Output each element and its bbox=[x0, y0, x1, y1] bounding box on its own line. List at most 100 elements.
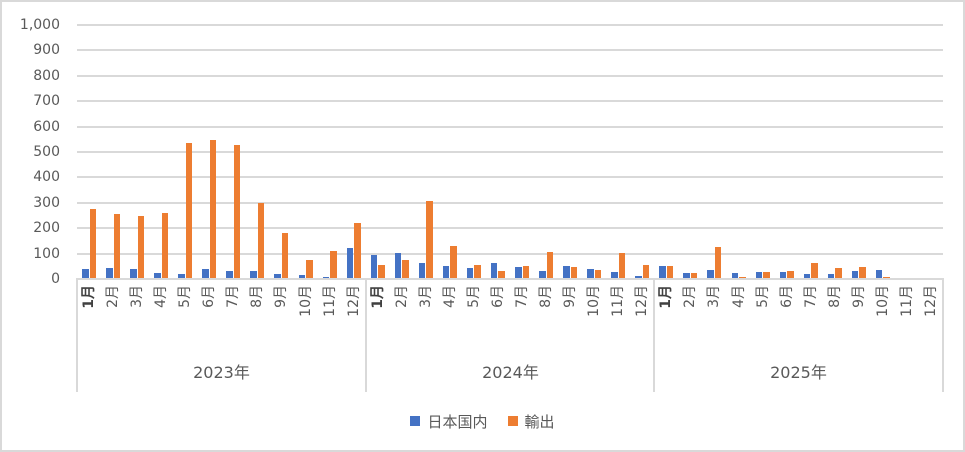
bar-export[interactable] bbox=[498, 270, 505, 279]
bar-export[interactable] bbox=[642, 264, 650, 279]
bar-export[interactable] bbox=[522, 266, 530, 279]
bar-export[interactable] bbox=[257, 202, 265, 279]
bar-export[interactable] bbox=[209, 139, 217, 279]
gridline bbox=[77, 24, 943, 26]
bar-export[interactable] bbox=[666, 265, 674, 279]
bar-domestic[interactable] bbox=[418, 262, 426, 279]
x-axis-month-label: 7月 bbox=[514, 285, 531, 308]
bar-export[interactable] bbox=[811, 262, 818, 279]
bar-export[interactable] bbox=[137, 215, 145, 279]
bar-export[interactable] bbox=[474, 264, 481, 279]
bar-export[interactable] bbox=[185, 143, 193, 279]
x-axis-month-label: 1月 bbox=[81, 285, 98, 309]
bar-domestic[interactable] bbox=[178, 274, 185, 279]
x-axis-month-label: 7月 bbox=[225, 285, 242, 308]
bar-export[interactable] bbox=[690, 273, 698, 279]
x-axis-month-label: 4月 bbox=[441, 285, 458, 308]
bar-export[interactable] bbox=[618, 252, 626, 279]
bar-export[interactable] bbox=[281, 232, 289, 279]
bar-domestic[interactable] bbox=[130, 269, 137, 279]
bar-export[interactable] bbox=[787, 271, 794, 279]
x-axis-month-label: 5月 bbox=[465, 285, 482, 308]
bar-domestic[interactable] bbox=[539, 271, 546, 279]
legend-swatch-export-icon bbox=[507, 416, 518, 426]
bar-domestic[interactable] bbox=[202, 268, 209, 279]
gridline bbox=[77, 151, 943, 153]
bar-domestic[interactable] bbox=[490, 262, 498, 279]
bar-domestic[interactable] bbox=[875, 270, 883, 279]
bar-domestic[interactable] bbox=[827, 274, 835, 279]
bar-export[interactable] bbox=[594, 270, 602, 279]
bar-export[interactable] bbox=[233, 144, 241, 279]
x-axis-month-label: 1月 bbox=[658, 285, 675, 309]
plot-area bbox=[77, 24, 943, 279]
bar-domestic[interactable] bbox=[298, 274, 306, 279]
bar-export[interactable] bbox=[113, 213, 121, 279]
bar-export[interactable] bbox=[450, 245, 457, 279]
bar-export[interactable] bbox=[426, 201, 433, 279]
bar-domestic[interactable] bbox=[515, 266, 522, 279]
x-axis-month-label: 7月 bbox=[802, 285, 819, 308]
bar-domestic[interactable] bbox=[466, 267, 474, 279]
bar-domestic[interactable] bbox=[442, 265, 450, 279]
bar-domestic[interactable] bbox=[587, 269, 594, 279]
bar-export[interactable] bbox=[835, 267, 842, 279]
bar-domestic[interactable] bbox=[394, 252, 402, 279]
x-axis-month-label: 6月 bbox=[778, 285, 795, 308]
y-axis-tick-label: 500 bbox=[33, 144, 60, 160]
year-divider bbox=[942, 279, 944, 392]
gridline bbox=[77, 74, 943, 77]
y-axis-tick-label: 600 bbox=[33, 118, 60, 135]
bar-domestic[interactable] bbox=[226, 270, 233, 279]
bar-domestic[interactable] bbox=[683, 273, 690, 279]
bar-export[interactable] bbox=[714, 247, 722, 279]
bar-domestic[interactable] bbox=[346, 248, 354, 279]
bar-domestic[interactable] bbox=[82, 269, 89, 279]
x-axis-month-label: 10月 bbox=[297, 285, 314, 317]
bar-domestic[interactable] bbox=[635, 276, 642, 279]
bar-domestic[interactable] bbox=[755, 271, 763, 279]
bar-domestic[interactable] bbox=[659, 265, 666, 279]
bar-domestic[interactable] bbox=[803, 274, 811, 279]
legend-item-export[interactable]: 輸出 bbox=[507, 411, 555, 432]
legend-item-domestic[interactable]: 日本国内 bbox=[410, 411, 488, 432]
bar-export[interactable] bbox=[763, 272, 770, 279]
y-axis-tick-label: 1,000 bbox=[19, 17, 60, 33]
year-divider bbox=[76, 279, 78, 392]
bar-export[interactable] bbox=[161, 213, 169, 279]
bar-export[interactable] bbox=[330, 251, 337, 279]
x-axis-month-label: 2月 bbox=[105, 285, 122, 308]
gridline bbox=[77, 125, 943, 128]
bar-domestic[interactable] bbox=[611, 272, 618, 279]
y-axis-tick-label: 400 bbox=[33, 169, 60, 186]
bar-export[interactable] bbox=[354, 223, 361, 279]
y-axis-tick-label: 100 bbox=[33, 245, 60, 262]
bar-export[interactable] bbox=[306, 259, 313, 279]
bar-domestic[interactable] bbox=[250, 270, 257, 279]
bar-domestic[interactable] bbox=[106, 267, 113, 279]
gridline bbox=[77, 100, 943, 103]
y-axis-tick-label: 800 bbox=[33, 67, 60, 84]
year-label-2025: 2025年 bbox=[770, 363, 827, 382]
bar-domestic[interactable] bbox=[370, 255, 378, 279]
x-axis-month-label: 9月 bbox=[850, 285, 867, 308]
bar-domestic[interactable] bbox=[154, 273, 161, 279]
bar-export[interactable] bbox=[883, 276, 890, 279]
bar-export[interactable] bbox=[859, 266, 866, 279]
x-axis-month-label: 1月 bbox=[369, 285, 386, 309]
bar-domestic[interactable] bbox=[707, 270, 714, 279]
bar-export[interactable] bbox=[402, 259, 409, 279]
bar-domestic[interactable] bbox=[731, 273, 739, 279]
year-divider bbox=[653, 279, 656, 392]
x-axis-month-label: 2月 bbox=[393, 285, 410, 308]
bar-export[interactable] bbox=[89, 209, 97, 279]
legend: 日本国内 輸出 bbox=[2, 409, 963, 433]
bar-domestic[interactable] bbox=[274, 273, 281, 279]
bar-domestic[interactable] bbox=[851, 270, 859, 279]
bar-domestic[interactable] bbox=[322, 276, 330, 279]
bar-export[interactable] bbox=[546, 251, 554, 279]
bar-domestic[interactable] bbox=[779, 271, 787, 279]
bar-export[interactable] bbox=[570, 266, 578, 279]
bar-domestic[interactable] bbox=[563, 265, 570, 279]
bar-export[interactable] bbox=[378, 265, 385, 279]
